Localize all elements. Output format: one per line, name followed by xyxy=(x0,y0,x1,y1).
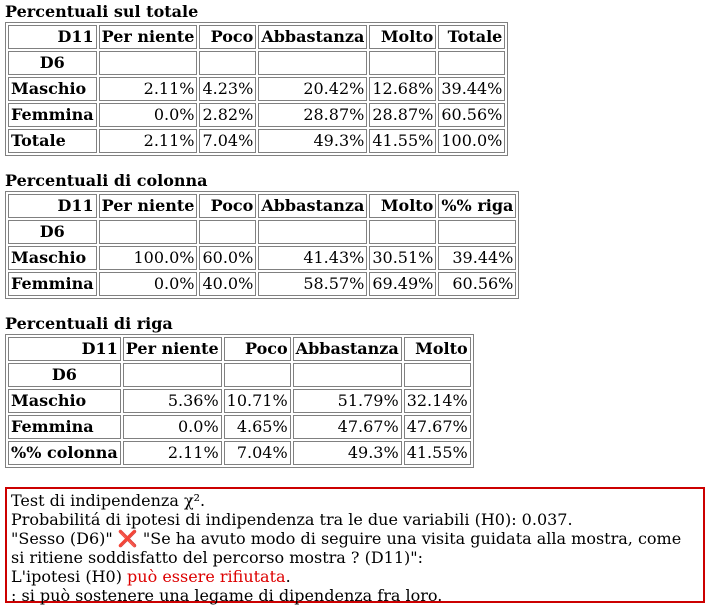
corner-header: D11 xyxy=(8,194,97,218)
table-cell: 28.87% xyxy=(369,103,437,127)
column-variable-name: "Se ha avuto modo di seguire una visita … xyxy=(11,529,682,567)
crosstab-table: D11 Per niente Poco Abbastanza Molto %% … xyxy=(5,191,520,299)
test-probability: Probabilitá di ipotesi di indipendenza t… xyxy=(11,510,573,529)
section-title: Percentuali di colonna xyxy=(5,171,208,190)
row-label: Totale xyxy=(8,129,97,153)
table-row: Maschio 5.36% 10.71% 51.79% 32.14% xyxy=(8,389,471,413)
section-percentuali-colonna: Percentuali di colonna D11 Per niente Po… xyxy=(5,171,520,299)
row-variable-name: "Sesso (D6)" xyxy=(11,529,113,548)
table-cell: 32.14% xyxy=(403,389,471,413)
table-cell: 7.04% xyxy=(223,441,291,465)
column-header: Abbastanza xyxy=(258,25,368,49)
table-cell: 41.55% xyxy=(369,129,437,153)
table-cell: 60.56% xyxy=(438,103,506,127)
corner-header: D11 xyxy=(8,337,121,361)
hypothesis-label: L'ipotesi (H0) xyxy=(11,567,122,586)
row-variable-label: D6 xyxy=(8,220,97,244)
header-row: D11 Per niente Poco Abbastanza Molto xyxy=(8,337,471,361)
table-cell: 49.3% xyxy=(258,129,368,153)
column-header: Poco xyxy=(199,194,257,218)
row-label: %% colonna xyxy=(8,441,121,465)
table-cell: 49.3% xyxy=(292,441,402,465)
table-cell: 0.0% xyxy=(98,103,198,127)
row-label: Maschio xyxy=(8,246,97,270)
rejection-text: può essere rifiutata xyxy=(127,567,286,586)
column-header: Molto xyxy=(369,194,437,218)
table-row: Femmina 0.0% 2.82% 28.87% 28.87% 60.56% xyxy=(8,103,506,127)
table-row: %% colonna 2.11% 7.04% 49.3% 41.55% xyxy=(8,441,471,465)
table-cell: 2.11% xyxy=(98,77,198,101)
table-cell: 60.0% xyxy=(199,246,257,270)
table-cell: 20.42% xyxy=(258,77,368,101)
column-header: Poco xyxy=(223,337,291,361)
row-variable-row: D6 xyxy=(8,51,506,75)
table-cell: 10.71% xyxy=(223,389,291,413)
column-header: Per niente xyxy=(122,337,222,361)
table-cell: 7.04% xyxy=(199,129,257,153)
row-label: Maschio xyxy=(8,77,97,101)
table-cell: 2.11% xyxy=(122,441,222,465)
table-cell: 39.44% xyxy=(438,246,517,270)
column-header: Poco xyxy=(199,25,257,49)
crosstab-table: D11 Per niente Poco Abbastanza Molto D6 … xyxy=(5,334,474,468)
column-header: Abbastanza xyxy=(258,194,368,218)
section-percentuali-riga: Percentuali di riga D11 Per niente Poco … xyxy=(5,314,474,468)
table-cell: 39.44% xyxy=(438,77,506,101)
table-cell: 100.0% xyxy=(438,129,506,153)
cross-icon: ❌ xyxy=(117,529,138,548)
table-cell: 0.0% xyxy=(98,272,198,296)
test-variables: "Sesso (D6)" ❌ "Se ha avuto modo di segu… xyxy=(11,529,699,567)
section-percentuali-totale: Percentuali sul totale D11 Per niente Po… xyxy=(5,2,509,156)
table-row: Femmina 0.0% 4.65% 47.67% 47.67% xyxy=(8,415,471,439)
column-header: Per niente xyxy=(98,194,198,218)
table-cell: 0.0% xyxy=(122,415,222,439)
column-header: Per niente xyxy=(98,25,198,49)
row-label: Femmina xyxy=(8,103,97,127)
table-cell: 28.87% xyxy=(258,103,368,127)
table-cell: 69.49% xyxy=(369,272,437,296)
header-row: D11 Per niente Poco Abbastanza Molto Tot… xyxy=(8,25,506,49)
table-cell: 60.56% xyxy=(438,272,517,296)
table-cell: 40.0% xyxy=(199,272,257,296)
table-cell: 51.79% xyxy=(292,389,402,413)
table-cell: 4.65% xyxy=(223,415,291,439)
row-variable-row: D6 xyxy=(8,363,471,387)
table-cell: 47.67% xyxy=(292,415,402,439)
column-header: Molto xyxy=(369,25,437,49)
corner-header: D11 xyxy=(8,25,97,49)
row-label: Maschio xyxy=(8,389,121,413)
table-cell: 2.11% xyxy=(98,129,198,153)
header-row: D11 Per niente Poco Abbastanza Molto %% … xyxy=(8,194,517,218)
row-label: Femmina xyxy=(8,272,97,296)
table-cell: 41.43% xyxy=(258,246,368,270)
table-cell: 4.23% xyxy=(199,77,257,101)
row-variable-label: D6 xyxy=(8,51,97,75)
independence-test-box: Test di indipendenza χ². Probabilitá di … xyxy=(5,487,705,605)
row-variable-row: D6 xyxy=(8,220,517,244)
table-row: Maschio 100.0% 60.0% 41.43% 30.51% 39.44… xyxy=(8,246,517,270)
table-row: Femmina 0.0% 40.0% 58.57% 69.49% 60.56% xyxy=(8,272,517,296)
test-title: Test di indipendenza χ². xyxy=(11,491,206,510)
test-conclusion: L'ipotesi (H0) può essere rifiutata. xyxy=(11,567,291,586)
section-title: Percentuali di riga xyxy=(5,314,173,333)
column-header: Abbastanza xyxy=(292,337,402,361)
table-cell: 58.57% xyxy=(258,272,368,296)
table-cell: 12.68% xyxy=(369,77,437,101)
table-cell: 47.67% xyxy=(403,415,471,439)
table-cell: 5.36% xyxy=(122,389,222,413)
crosstab-table: D11 Per niente Poco Abbastanza Molto Tot… xyxy=(5,22,509,156)
table-cell: 100.0% xyxy=(98,246,198,270)
table-cell: 2.82% xyxy=(199,103,257,127)
table-cell: 30.51% xyxy=(369,246,437,270)
section-title: Percentuali sul totale xyxy=(5,2,199,21)
table-cell: 41.55% xyxy=(403,441,471,465)
column-header: Totale xyxy=(438,25,506,49)
row-variable-label: D6 xyxy=(8,363,121,387)
row-label: Femmina xyxy=(8,415,121,439)
test-interpretation: : si può sostenere una legame di dipende… xyxy=(11,586,443,605)
column-header: Molto xyxy=(403,337,471,361)
table-row: Totale 2.11% 7.04% 49.3% 41.55% 100.0% xyxy=(8,129,506,153)
column-header: %% riga xyxy=(438,194,517,218)
table-row: Maschio 2.11% 4.23% 20.42% 12.68% 39.44% xyxy=(8,77,506,101)
